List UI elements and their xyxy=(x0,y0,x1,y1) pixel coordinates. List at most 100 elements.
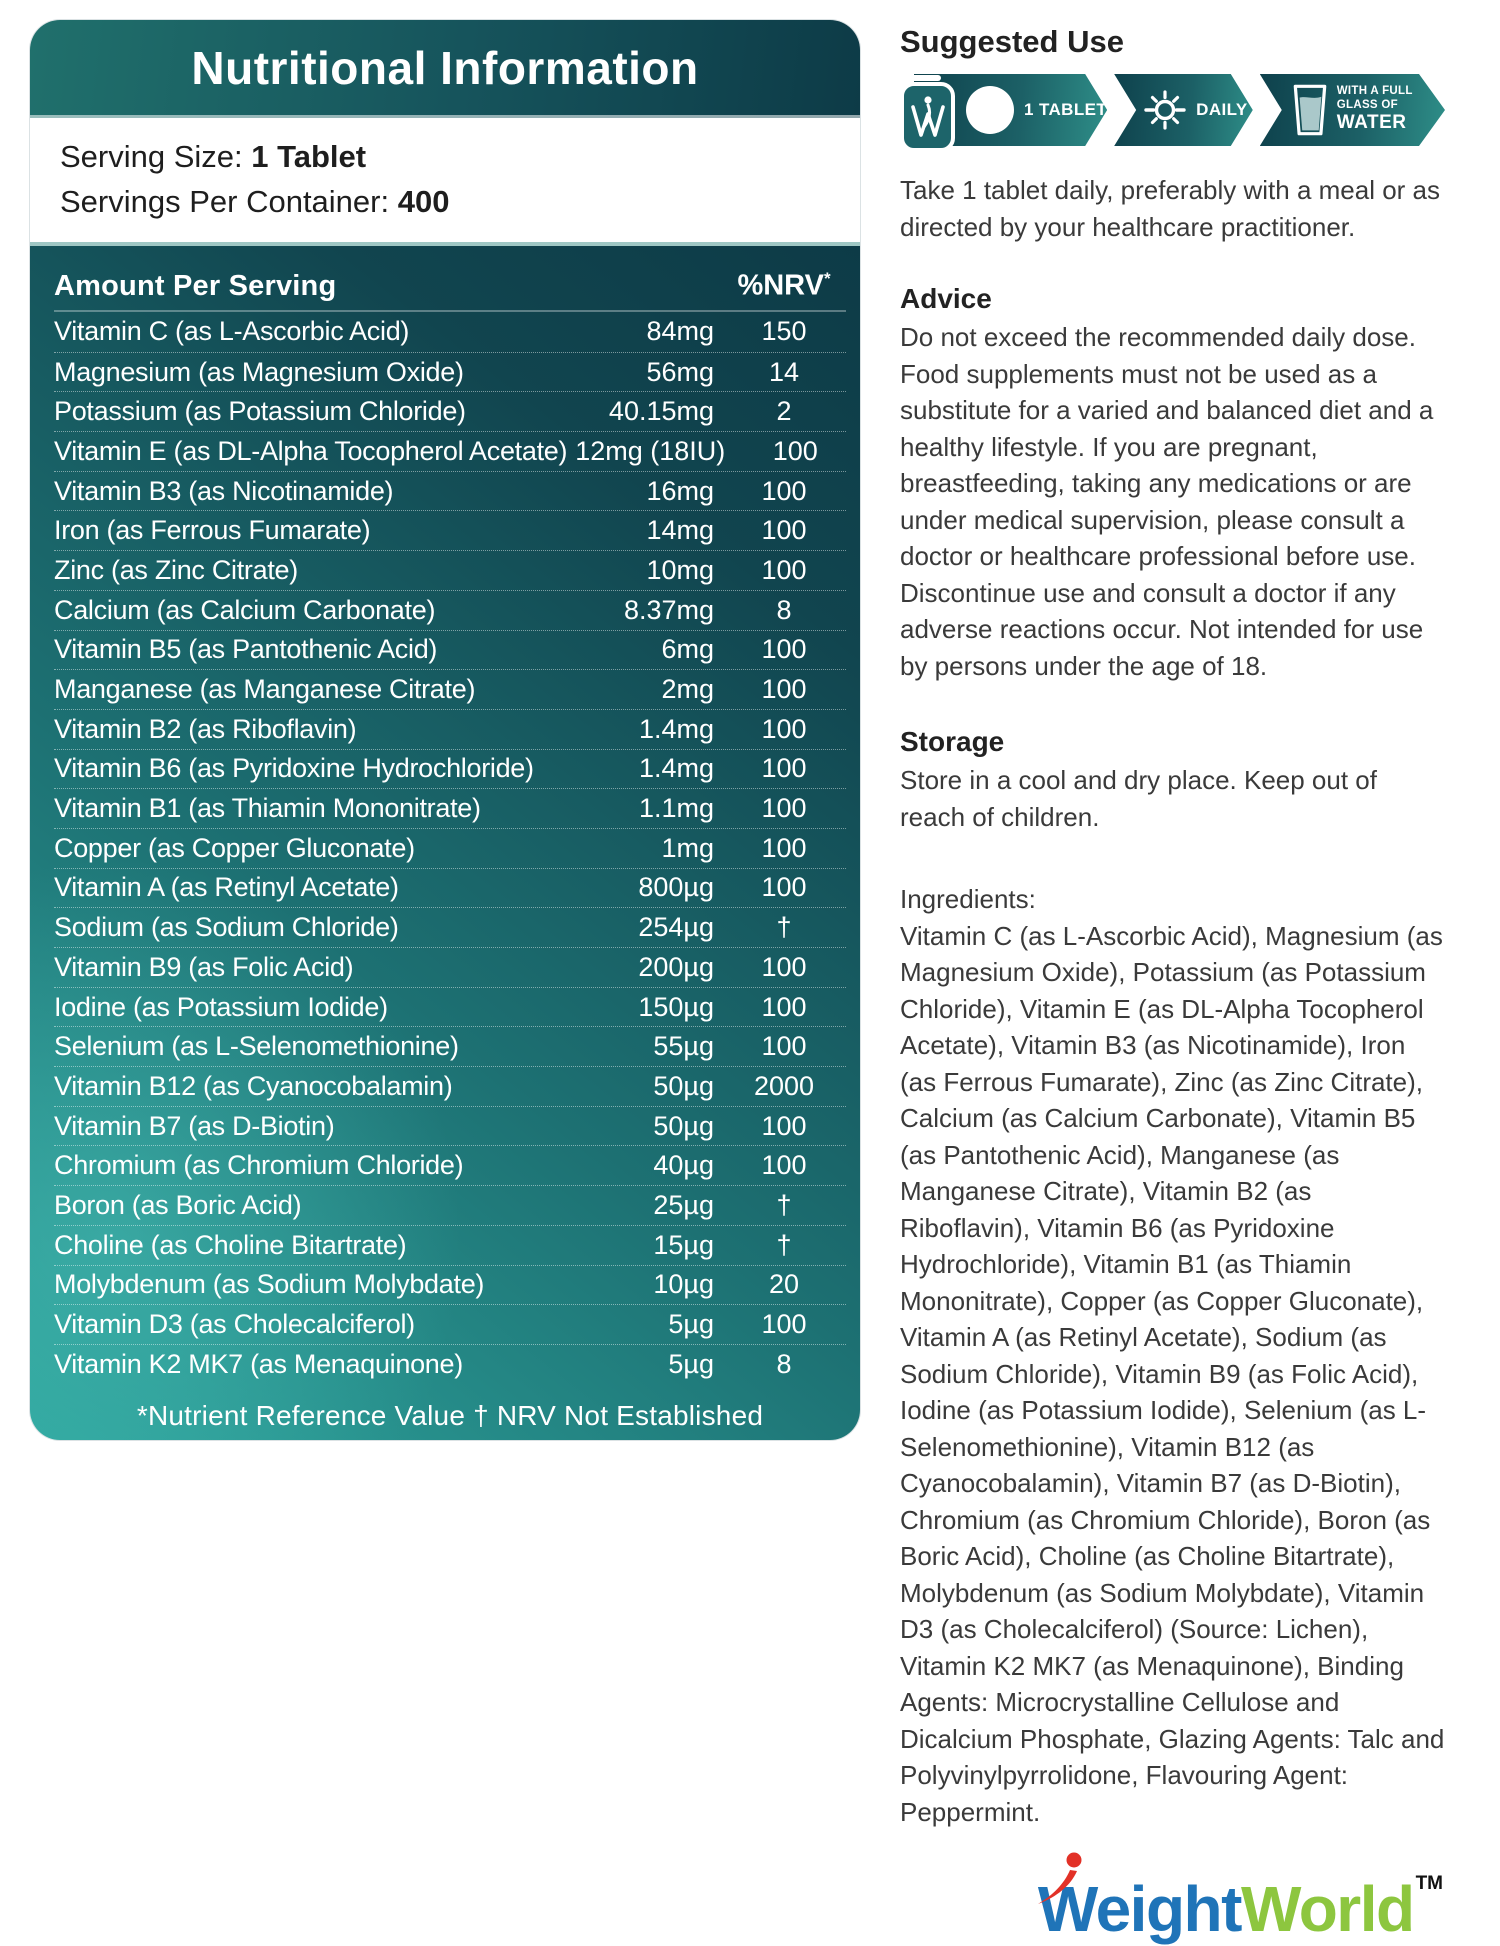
nutrient-name: Vitamin B6 (as Pyridoxine Hydrochloride) xyxy=(54,753,534,784)
serving-size-line: Serving Size: 1 Tablet xyxy=(60,134,830,179)
ingredients-text: Vitamin C (as L-Ascorbic Acid), Magnesiu… xyxy=(900,920,1445,1827)
table-row: Vitamin A (as Retinyl Acetate) 800µg 100 xyxy=(54,867,846,908)
table-row: Vitamin D3 (as Cholecalciferol) 5µg 100 xyxy=(54,1304,846,1344)
bottle-icon xyxy=(900,65,955,152)
nutrient-name: Manganese (as Manganese Citrate) xyxy=(54,674,476,705)
amount-per-serving-header: Amount Per Serving xyxy=(54,269,337,302)
step-1-label: 1 TABLET xyxy=(1024,100,1108,119)
table-row: Sodium (as Sodium Chloride) 254µg † xyxy=(54,907,846,947)
nutrient-nrv: 100 xyxy=(772,435,818,466)
nutrient-nrv: † xyxy=(776,912,792,943)
nutrient-amount: 56mg xyxy=(646,356,714,387)
nutrient-amount: 800µg xyxy=(638,872,714,903)
table-row: Vitamin C (as L-Ascorbic Acid) 84mg 150 xyxy=(54,312,846,352)
table-row: Vitamin B7 (as D-Biotin) 50µg 100 xyxy=(54,1105,846,1146)
table-row: Vitamin B2 (as Riboflavin) 1.4mg 100 xyxy=(54,708,846,749)
nutrient-nrv: 8 xyxy=(776,594,792,625)
nutrient-amount: 1.1mg xyxy=(638,793,714,824)
nutrient-nrv: 100 xyxy=(761,872,807,903)
suggested-use-banner: 1 TABLET DAILY WITH A FULL xyxy=(900,65,1445,152)
advice-heading: Advice xyxy=(900,283,992,314)
nutrient-amount: 6mg xyxy=(661,634,714,665)
nutrient-name: Vitamin C (as L-Ascorbic Acid) xyxy=(54,316,410,347)
nrv-header: %NRV* xyxy=(737,269,831,302)
nutrient-name: Vitamin B1 (as Thiamin Mononitrate) xyxy=(54,793,481,824)
nutrient-amount: 2mg xyxy=(661,674,714,705)
tablet-icon xyxy=(966,86,1014,134)
table-header-row: Amount Per Serving %NRV* xyxy=(54,262,846,312)
table-row: Choline (as Choline Bitartrate) 15µg † xyxy=(54,1224,846,1265)
nutrient-name: Calcium (as Calcium Carbonate) xyxy=(54,594,436,625)
nutrient-name: Vitamin B3 (as Nicotinamide) xyxy=(54,475,394,506)
nutrient-nrv: 100 xyxy=(761,634,807,665)
nutrient-name: Potassium (as Potassium Chloride) xyxy=(54,396,466,427)
nutrient-amount: 254µg xyxy=(638,912,714,943)
nutrient-amount: 16mg xyxy=(646,475,714,506)
nutrient-rows: Vitamin C (as L-Ascorbic Acid) 84mg 150 … xyxy=(54,312,846,1384)
nutrition-facts-panel: Nutritional Information Serving Size: 1 … xyxy=(30,20,860,1440)
storage-text: Store in a cool and dry place. Keep out … xyxy=(900,765,1377,832)
nutrient-amount: 12mg (18IU) xyxy=(575,435,726,466)
serving-info-band: Serving Size: 1 Tablet Servings Per Cont… xyxy=(30,118,860,246)
nutrient-name: Sodium (as Sodium Chloride) xyxy=(54,912,399,943)
nutrient-amount: 8.37mg xyxy=(623,594,714,625)
nutrient-amount: 84mg xyxy=(646,316,714,347)
table-row: Iodine (as Potassium Iodide) 150µg 100 xyxy=(54,986,846,1027)
weightworld-logo: WeightWorld TM xyxy=(1037,1852,1443,1946)
nutrient-nrv: 100 xyxy=(761,674,807,705)
servings-per-container-label: Servings Per Container: xyxy=(60,184,390,219)
servings-per-container-line: Servings Per Container: 400 xyxy=(60,179,830,224)
logo-figure-icon xyxy=(1037,1852,1082,1904)
nutrient-name: Choline (as Choline Bitartrate) xyxy=(54,1229,407,1260)
table-row: Magnesium (as Magnesium Oxide) 56mg 14 xyxy=(54,351,846,392)
table-row: Vitamin B9 (as Folic Acid) 200µg 100 xyxy=(54,947,846,987)
nutrient-nrv: 100 xyxy=(761,515,807,546)
table-row: Iron (as Ferrous Fumarate) 14mg 100 xyxy=(54,510,846,550)
nutrient-amount: 200µg xyxy=(638,951,714,982)
suggested-use-heading: Suggested Use xyxy=(900,24,1124,59)
nutrient-nrv: 100 xyxy=(761,1031,807,1062)
table-row: Chromium (as Chromium Chloride) 40µg 100 xyxy=(54,1145,846,1185)
nrv-footnote: *Nutrient Reference Value † NRV Not Esta… xyxy=(136,1399,764,1431)
nutrient-name: Iron (as Ferrous Fumarate) xyxy=(54,515,371,546)
nutrient-nrv: 100 xyxy=(761,753,807,784)
brand-logo-row: WeightWorld TM xyxy=(900,1852,1445,1946)
nutrient-amount: 10µg xyxy=(653,1269,714,1300)
nutrient-nrv: 20 xyxy=(768,1269,800,1300)
nutrient-nrv: 2000 xyxy=(753,1070,815,1101)
table-row: Manganese (as Manganese Citrate) 2mg 100 xyxy=(54,669,846,709)
nutrient-amount: 1.4mg xyxy=(638,713,714,744)
storage-heading: Storage xyxy=(900,726,1005,757)
nutrient-nrv: 2 xyxy=(776,396,792,427)
nutrient-amount: 5µg xyxy=(668,1309,714,1340)
nutrient-name: Molybdenum (as Sodium Molybdate) xyxy=(54,1269,485,1300)
nutrient-nrv: 100 xyxy=(761,713,807,744)
nutrient-nrv: 100 xyxy=(761,793,807,824)
nutrient-nrv: † xyxy=(776,1229,792,1260)
nutrient-nrv: 100 xyxy=(761,1309,807,1340)
table-row: Selenium (as L-Selenomethionine) 55µg 10… xyxy=(54,1026,846,1066)
panel-header: Nutritional Information xyxy=(30,20,860,118)
logo-trademark: TM xyxy=(1415,1873,1443,1894)
nutrient-amount: 15µg xyxy=(653,1229,714,1260)
nutrient-amount: 150µg xyxy=(638,991,714,1022)
nutrient-name: Iodine (as Potassium Iodide) xyxy=(54,991,388,1022)
nutrient-name: Vitamin E (as DL-Alpha Tocopherol Acetat… xyxy=(54,435,568,466)
sun-icon xyxy=(1144,89,1186,131)
table-row: Copper (as Copper Gluconate) 1mg 100 xyxy=(54,827,846,868)
table-row: Vitamin B5 (as Pantothenic Acid) 6mg 100 xyxy=(54,629,846,670)
ingredients-heading: Ingredients: xyxy=(900,884,1036,914)
table-row: Vitamin E (as DL-Alpha Tocopherol Acetat… xyxy=(54,431,846,471)
logo-word-world: World xyxy=(1240,1873,1415,1945)
nutrient-nrv: 14 xyxy=(768,356,800,387)
nutrient-name: Zinc (as Zinc Citrate) xyxy=(54,554,298,585)
table-row: Zinc (as Zinc Citrate) 10mg 100 xyxy=(54,550,846,590)
nutrient-name: Vitamin K2 MK7 (as Menaquinone) xyxy=(54,1348,463,1379)
nutrient-nrv: 100 xyxy=(761,951,807,982)
nutrient-nrv: 100 xyxy=(761,475,807,506)
table-row: Vitamin B6 (as Pyridoxine Hydrochloride)… xyxy=(54,748,846,789)
nutrient-amount: 40.15mg xyxy=(608,396,714,427)
table-row: Potassium (as Potassium Chloride) 40.15m… xyxy=(54,391,846,431)
table-row: Vitamin K2 MK7 (as Menaquinone) 5µg 8 xyxy=(54,1343,846,1384)
nrv-asterisk: * xyxy=(823,269,831,289)
